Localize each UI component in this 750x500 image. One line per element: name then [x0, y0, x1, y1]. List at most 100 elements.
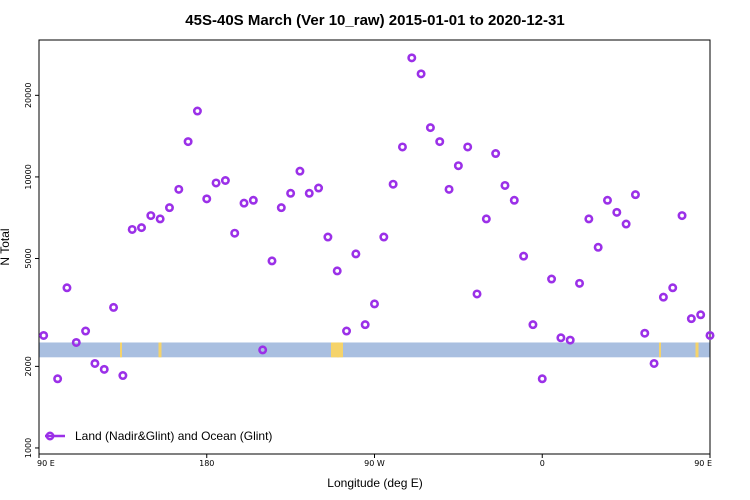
data-point — [686, 314, 696, 324]
data-point — [342, 326, 352, 336]
data-point — [267, 256, 277, 266]
data-point — [407, 53, 417, 63]
x-axis: 90 E 180 90 W 0 90 E — [37, 454, 712, 468]
data-point — [491, 149, 501, 159]
band-highlight-0 — [120, 342, 122, 358]
y-tick-label-0: 1000 — [24, 438, 33, 458]
data-point — [612, 207, 622, 217]
data-point — [537, 374, 547, 384]
data-point — [258, 345, 268, 355]
legend: Land (Nadir&Glint) and Ocean (Glint) — [45, 429, 272, 443]
data-point — [62, 283, 72, 293]
data-point — [630, 190, 640, 200]
data-point — [81, 326, 91, 336]
data-point — [649, 358, 659, 368]
data-point — [388, 179, 398, 189]
data-point — [211, 178, 221, 188]
band-highlight-1 — [158, 342, 162, 358]
data-point — [668, 283, 678, 293]
data-point — [164, 203, 174, 213]
data-point — [435, 137, 445, 147]
x-tick-label-3: 0 — [540, 459, 545, 468]
data-point — [696, 310, 706, 320]
legend-marker-swatch — [45, 431, 55, 441]
data-point — [677, 211, 687, 221]
data-point — [379, 232, 389, 242]
data-point — [584, 214, 594, 224]
data-point — [621, 219, 631, 229]
data-point — [397, 142, 407, 152]
data-point — [425, 123, 435, 133]
data-point — [369, 299, 379, 309]
data-point — [276, 203, 286, 213]
x-tick-label-4: 90 E — [694, 459, 712, 468]
x-tick-label-2: 90 W — [364, 459, 385, 468]
data-point — [239, 198, 249, 208]
x-tick-label-1: 180 — [199, 459, 214, 468]
x-tick-label-0: 90 E — [37, 459, 55, 468]
data-point — [416, 69, 426, 79]
data-point — [360, 320, 370, 330]
data-point — [53, 374, 63, 384]
y-axis: 1000 2000 5000 10000 20000 — [24, 83, 39, 458]
data-point — [202, 194, 212, 204]
y-tick-label-1: 2000 — [24, 356, 33, 376]
band-highlight-4 — [659, 342, 661, 358]
plot-frame — [38, 39, 711, 455]
data-point — [351, 249, 361, 259]
band-layer — [39, 342, 710, 358]
data-point — [602, 195, 612, 205]
data-point — [146, 211, 156, 221]
data-point — [509, 195, 519, 205]
data-point — [71, 337, 81, 347]
data-point — [463, 142, 473, 152]
data-point — [220, 176, 230, 186]
data-point — [500, 180, 510, 190]
data-point — [99, 364, 109, 374]
data-point — [472, 289, 482, 299]
band-highlight-2 — [331, 342, 339, 358]
data-point — [90, 358, 100, 368]
data-point — [137, 223, 147, 233]
data-point — [556, 333, 566, 343]
data-point — [304, 188, 314, 198]
data-point — [453, 161, 463, 171]
data-point — [230, 228, 240, 238]
data-point — [565, 335, 575, 345]
band-strip — [39, 342, 710, 358]
data-point — [519, 251, 529, 261]
data-point — [286, 188, 296, 198]
data-point — [481, 214, 491, 224]
data-point — [528, 320, 538, 330]
y-tick-label-3: 10000 — [24, 164, 33, 189]
data-point — [314, 183, 324, 193]
data-point — [705, 330, 715, 340]
band-highlight-5 — [695, 342, 699, 358]
chart-title: 45S-40S March (Ver 10_raw) 2015-01-01 to… — [185, 12, 564, 29]
data-points — [39, 53, 715, 384]
data-point — [155, 214, 165, 224]
y-tick-label-4: 20000 — [24, 83, 33, 108]
band-highlight-3 — [337, 342, 343, 358]
data-point — [127, 224, 137, 234]
legend-entry: Land (Nadir&Glint) and Ocean (Glint) — [75, 429, 272, 443]
data-point — [192, 106, 202, 116]
data-point — [118, 371, 128, 381]
y-tick-label-2: 5000 — [24, 248, 33, 268]
data-point — [174, 184, 184, 194]
data-point — [593, 242, 603, 252]
data-point — [575, 278, 585, 288]
data-point — [248, 195, 258, 205]
data-point — [332, 266, 342, 276]
data-point — [547, 274, 557, 284]
data-point — [295, 166, 305, 176]
y-axis-label: N Total — [0, 228, 12, 265]
data-point — [183, 137, 193, 147]
data-point — [39, 330, 49, 340]
data-point — [109, 302, 119, 312]
data-point — [323, 232, 333, 242]
data-point — [658, 292, 668, 302]
data-point — [444, 184, 454, 194]
x-axis-label: Longitude (deg E) — [327, 476, 422, 490]
